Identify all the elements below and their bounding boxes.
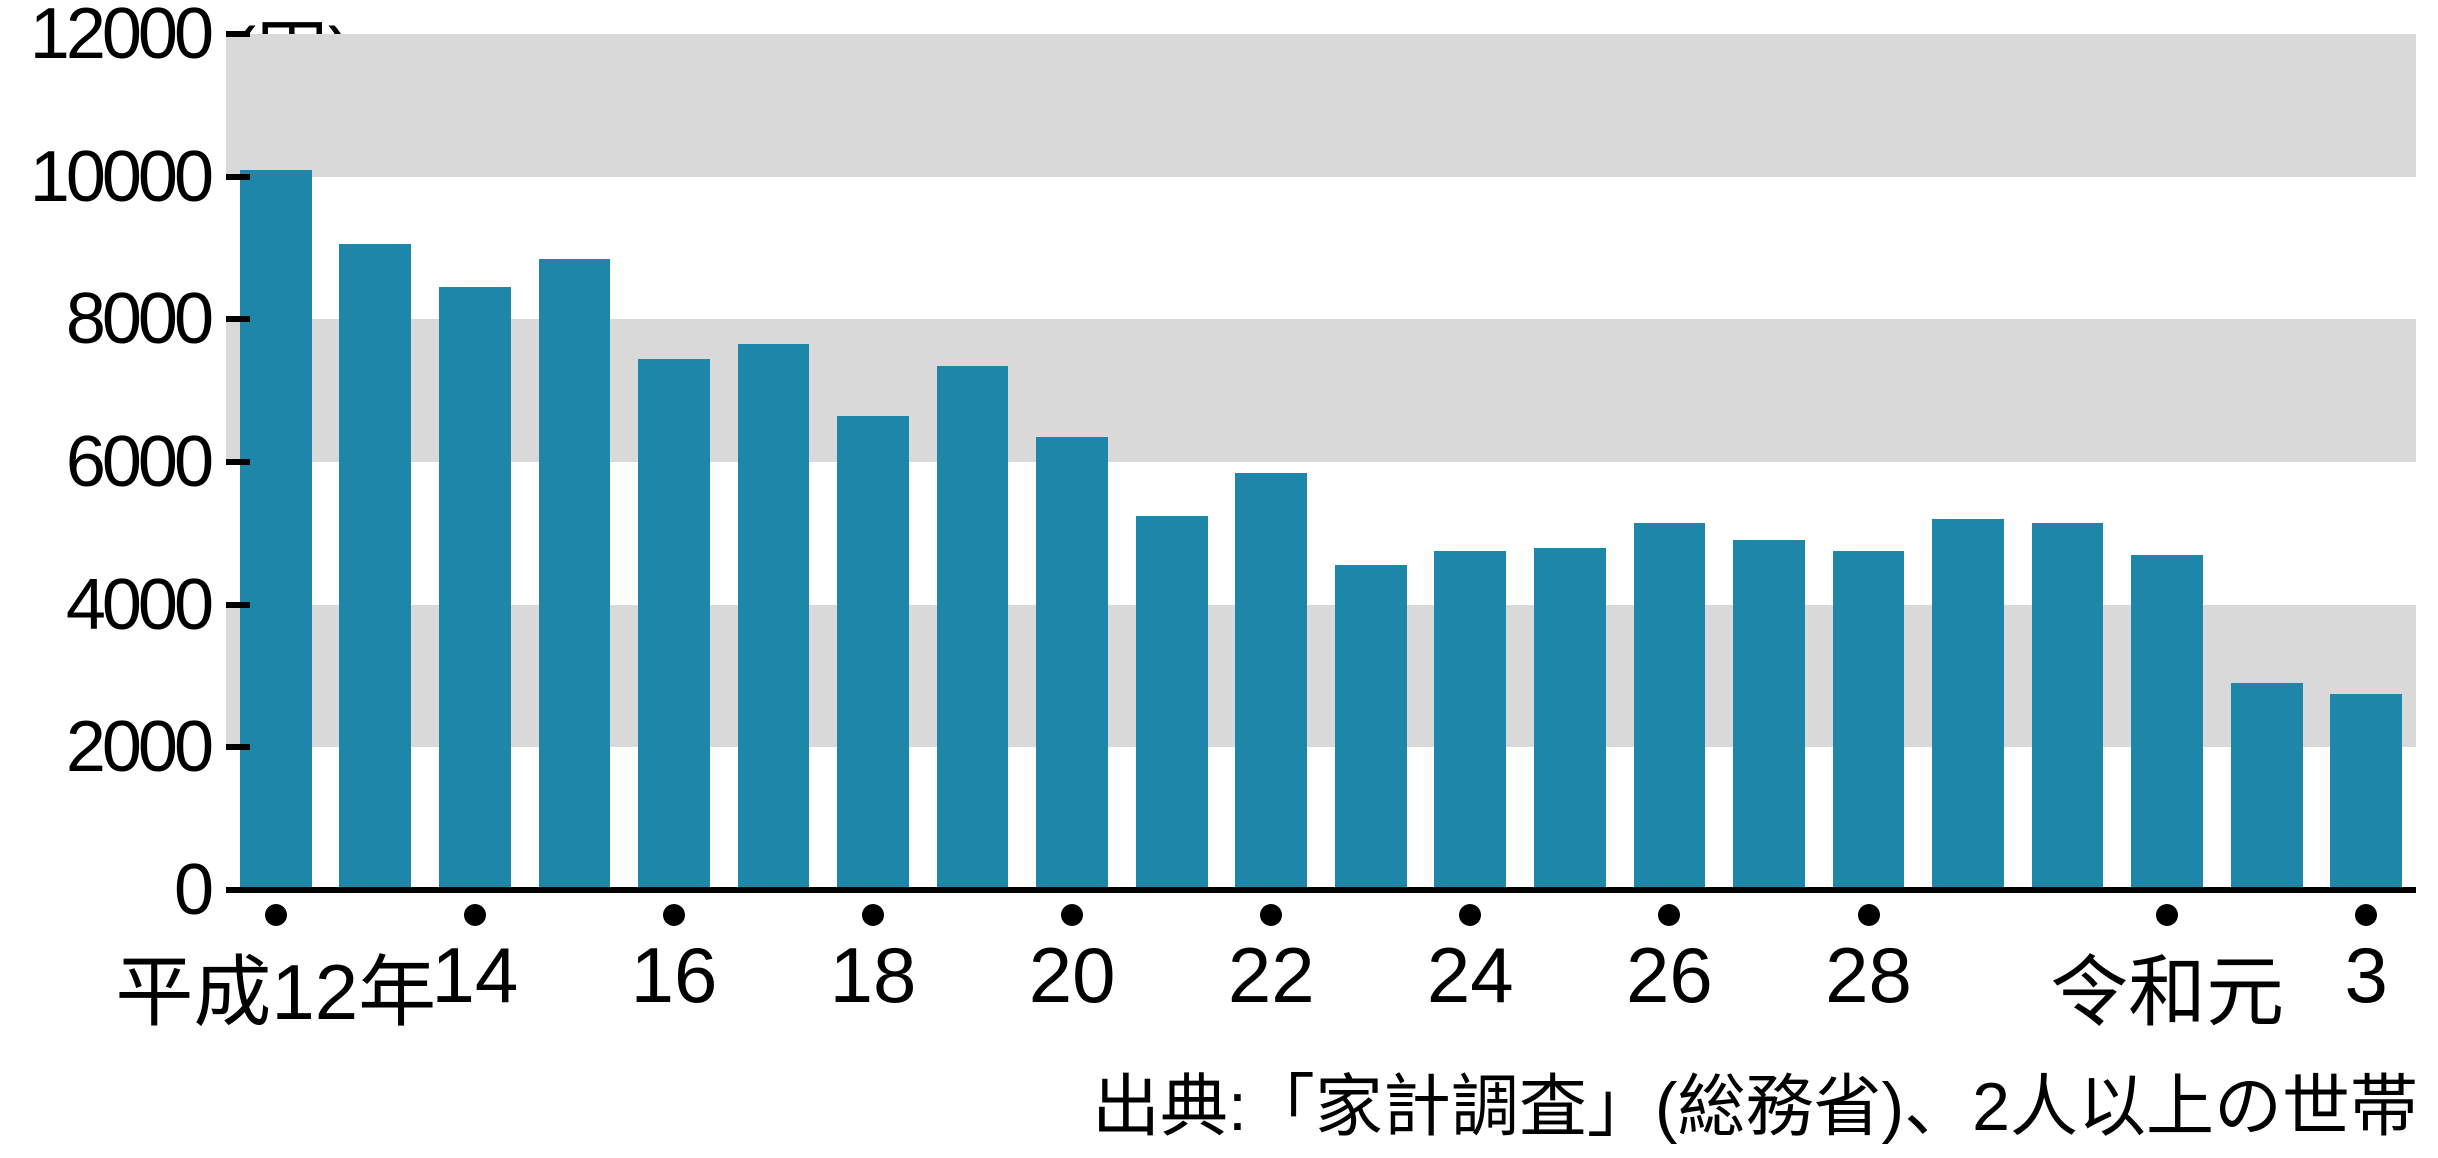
y-tick-mark (226, 316, 250, 322)
x-tick-label: 16 (631, 930, 718, 1021)
bar (2131, 555, 2203, 890)
x-tick-dot (1858, 904, 1880, 926)
bar (1335, 565, 1407, 890)
y-tick-label: 12000 (30, 0, 210, 75)
y-tick-mark (226, 744, 250, 750)
y-tick-label: 6000 (66, 421, 210, 503)
bar (1235, 473, 1307, 890)
bar (937, 366, 1009, 890)
bar (1733, 540, 1805, 890)
x-tick-dot (1061, 904, 1083, 926)
x-tick-dot (464, 904, 486, 926)
bars-group (226, 34, 2416, 890)
bar (2231, 683, 2303, 890)
y-tick-mark (226, 887, 250, 893)
y-tick-label: 10000 (30, 136, 210, 218)
bar (2032, 523, 2104, 890)
bar (837, 416, 909, 890)
x-tick-label: 3 (2345, 930, 2388, 1021)
chart-container: １世帯あたりのスーツ購入額 (円) 0200040006000800010000… (0, 0, 2438, 1158)
bar (539, 259, 611, 890)
x-tick-dot (2355, 904, 2377, 926)
y-tick-mark (226, 174, 250, 180)
y-tick-label: 0 (174, 849, 210, 931)
bar (1136, 516, 1208, 891)
x-tick-dot (265, 904, 287, 926)
bar (240, 170, 312, 890)
y-tick-mark (226, 31, 250, 37)
y-tick-label: 2000 (66, 706, 210, 788)
plot-area: 020004000600080001000012000平成12年14161820… (226, 34, 2416, 890)
bar (2330, 694, 2402, 890)
x-tick-dot (1459, 904, 1481, 926)
x-tick-dot (1658, 904, 1680, 926)
bar (1534, 548, 1606, 890)
x-tick-dot (2156, 904, 2178, 926)
bar (439, 287, 511, 890)
y-tick-mark (226, 602, 250, 608)
bar (339, 244, 411, 890)
bar (1833, 551, 1905, 890)
x-tick-dot (1260, 904, 1282, 926)
x-tick-label: 22 (1228, 930, 1315, 1021)
x-tick-label: 18 (830, 930, 917, 1021)
bar (638, 359, 710, 890)
source-citation: 出典:「家計調査」(総務省)、2人以上の世帯 (1092, 1051, 2418, 1150)
x-tick-label: 平成12年 (115, 930, 436, 1042)
x-tick-label: 28 (1825, 930, 1912, 1021)
x-tick-label: 24 (1427, 930, 1514, 1021)
y-tick-label: 4000 (66, 564, 210, 646)
bar (1634, 523, 1706, 890)
x-tick-label: 令和元 (2050, 930, 2284, 1042)
bar (1434, 551, 1506, 890)
x-tick-label: 26 (1626, 930, 1713, 1021)
y-tick-label: 8000 (66, 278, 210, 360)
x-tick-dot (663, 904, 685, 926)
bar (738, 344, 810, 890)
x-axis-line (226, 887, 2416, 893)
x-tick-label: 20 (1029, 930, 1116, 1021)
x-tick-label: 14 (431, 930, 518, 1021)
y-tick-mark (226, 459, 250, 465)
bar (1036, 437, 1108, 890)
x-tick-dot (862, 904, 884, 926)
bar (1932, 519, 2004, 890)
